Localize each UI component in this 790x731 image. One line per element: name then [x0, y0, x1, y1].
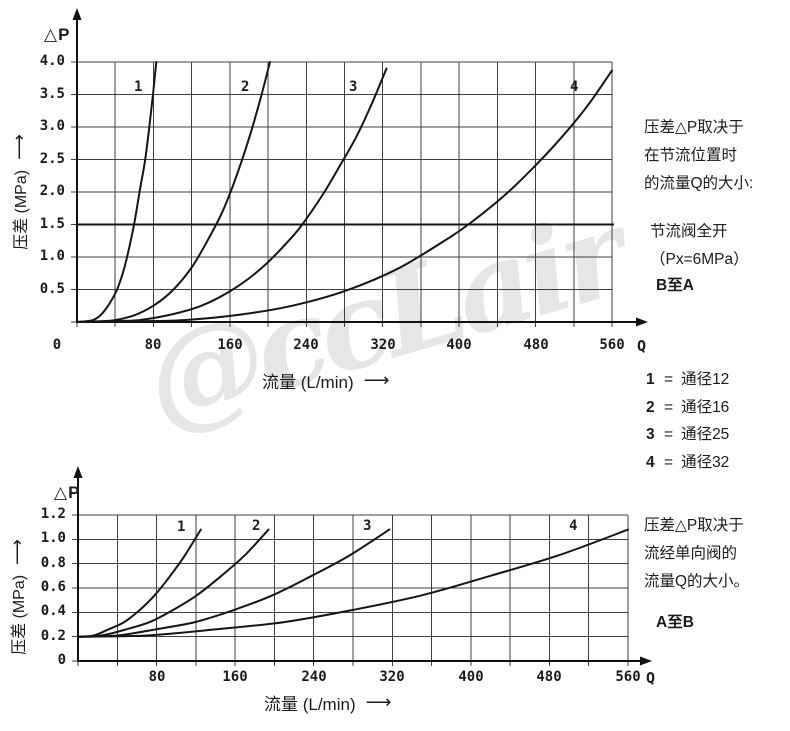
- legend-row: 2 = 通径16: [646, 394, 729, 422]
- y-tick-label: 3.0: [39, 118, 65, 134]
- y-tick-label: 0: [57, 652, 66, 668]
- y-tick-label: 2.0: [39, 183, 65, 199]
- chart1-x-axis-title-text: 流量 (L/min): [262, 373, 354, 392]
- curve-3-通径25: [76, 67, 388, 323]
- legend-row: 3 = 通径25: [646, 421, 729, 449]
- equals-sign: =: [664, 398, 674, 416]
- curve-number-label: 1: [134, 79, 143, 95]
- equals-sign: =: [664, 371, 674, 388]
- equals-sign: =: [664, 453, 674, 471]
- legend-curve-number: 4: [646, 453, 655, 471]
- right-arrow-icon: ⟶: [365, 692, 392, 712]
- x-tick-label: 480: [523, 337, 549, 353]
- y-tick-label: 1.2: [40, 506, 66, 522]
- legend-row: 4 = 通径32: [646, 449, 729, 477]
- curve-number-label: 2: [241, 79, 250, 95]
- right-arrow-icon: ⟶: [363, 370, 390, 390]
- x-tick-label: 320: [379, 669, 405, 685]
- x-axis-arrowhead: [636, 317, 648, 327]
- chart1-y-axis-symbol: △P: [44, 25, 71, 44]
- y-axis-arrowhead: [73, 466, 83, 478]
- x-tick-label: 240: [293, 337, 319, 353]
- x-axis-arrowhead: [640, 656, 652, 666]
- curve-2-通径16: [76, 61, 271, 323]
- chart1-y-axis-title-text: 压差 (MPa): [13, 169, 30, 250]
- note-throttle-open: 节流阀全开: [650, 223, 728, 240]
- curve-4-通径32: [77, 528, 629, 638]
- x-tick-label: 560: [599, 337, 625, 353]
- legend-size-label: 通径16: [681, 398, 730, 416]
- curve-2-通径16: [77, 528, 270, 638]
- note-check-valve-line3: 流量Q的大小。: [644, 573, 750, 590]
- chart1-x-axis-title: 流量 (L/min) ⟶: [262, 368, 389, 393]
- legend-size-label: 通径12: [681, 371, 730, 388]
- x-tick-label: 400: [446, 337, 472, 353]
- x-tick-label: 560: [615, 669, 641, 685]
- x-tick-label: 0: [52, 337, 62, 353]
- curve-number-label: 1: [177, 519, 186, 535]
- y-tick-label: 0.5: [39, 281, 65, 297]
- chart2-x-axis-title-text: 流量 (L/min): [264, 695, 356, 714]
- y-tick-label: 1.5: [39, 216, 65, 232]
- x-tick-label: 480: [536, 669, 562, 685]
- x-tick-label: 240: [301, 669, 327, 685]
- chart2-y-axis-symbol: △P: [54, 483, 81, 502]
- x-tick-label: 400: [458, 669, 484, 685]
- note-check-valve: 压差△P取决于 流经单向阀的 流量Q的大小。: [644, 512, 790, 596]
- legend-size-label: 通径32: [681, 453, 730, 471]
- x-tick-label: 320: [370, 337, 396, 353]
- y-tick-label: 2.5: [39, 151, 65, 167]
- legend-curve-number: 2: [646, 398, 655, 416]
- curve-number-label: 4: [569, 518, 578, 534]
- curve-number-label: 2: [252, 518, 261, 534]
- y-tick-label: 1.0: [39, 248, 65, 264]
- legend-row: 1 = 通径12: [646, 366, 729, 394]
- note-check-valve-line2: 流经单向阀的: [644, 545, 738, 562]
- note-throttle-line3: 的流量Q的大小:: [644, 175, 754, 192]
- x-tick-label: 80: [144, 337, 162, 353]
- legend-curve-number: 1: [646, 371, 655, 388]
- y-tick-label: 1.0: [40, 530, 66, 546]
- note-throttle-pressure: （Px=6MPa）: [650, 251, 749, 268]
- y-tick-label: 4.0: [39, 53, 65, 69]
- note-throttle-line2: 在节流位置时: [644, 147, 738, 164]
- legend-size-label: 通径25: [681, 426, 730, 443]
- legend-curve-number: 3: [646, 426, 655, 443]
- curve-4-通径32: [76, 69, 613, 323]
- y-tick-label: 0.8: [40, 555, 66, 571]
- flow-direction-a-to-b: A至B: [656, 614, 694, 631]
- chart2-x-axis-title: 流量 (L/min) ⟶: [264, 690, 391, 715]
- x-tick-label: 160: [217, 337, 243, 353]
- y-tick-label: 0.2: [40, 628, 66, 644]
- note-throttle-sub: 节流阀全开 （Px=6MPa）: [650, 218, 790, 274]
- curve-3-通径25: [77, 528, 391, 638]
- curve-number-label: 3: [363, 518, 372, 534]
- equals-sign: =: [664, 426, 674, 443]
- flow-direction-b-to-a: B至A: [656, 277, 694, 294]
- y-tick-label: 0.6: [40, 579, 66, 595]
- note-check-valve-line1: 压差△P取决于: [644, 517, 744, 534]
- chart1-x-end-symbol: Q: [637, 337, 647, 355]
- note-throttle-line1: 压差△P取决于: [644, 119, 744, 136]
- curve-1-通径12: [77, 528, 202, 638]
- y-tick-label: 3.5: [39, 86, 65, 102]
- x-tick-label: 160: [222, 669, 248, 685]
- curve-number-label: 3: [349, 79, 358, 95]
- y-tick-label: 0.4: [40, 603, 66, 619]
- curve-1-通径12: [76, 61, 158, 323]
- chart2-x-end-symbol: Q: [646, 669, 656, 687]
- size-legend: 1 = 通径12 2 = 通径16 3 = 通径25 4 = 通径32: [646, 366, 729, 476]
- x-tick-label: 80: [148, 669, 166, 685]
- y-axis-arrowhead: [72, 8, 82, 20]
- curve-number-label: 4: [570, 79, 579, 95]
- note-throttle: 压差△P取决于 在节流位置时 的流量Q的大小:: [644, 114, 790, 198]
